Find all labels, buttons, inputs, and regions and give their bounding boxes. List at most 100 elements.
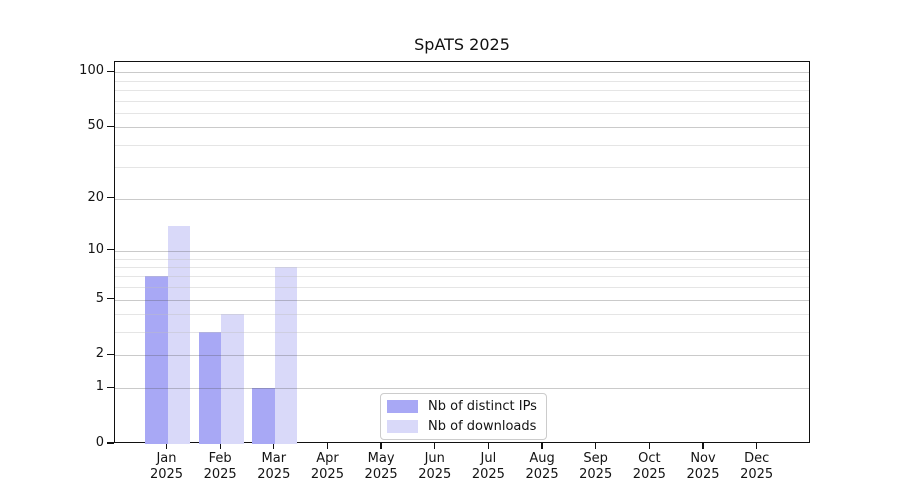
x-axis-tick-label-mar: Mar 2025 — [242, 451, 306, 483]
legend-item-downloads: Nb of downloads — [387, 418, 538, 437]
x-axis-tick-label-jul: Jul 2025 — [456, 451, 520, 483]
major-gridline — [115, 388, 809, 390]
x-axis-tick — [648, 443, 650, 449]
minor-gridline — [115, 314, 809, 316]
x-tick-label-line: 2025 — [740, 467, 774, 482]
x-tick-label-line: Jan — [156, 451, 177, 466]
y-axis-tick — [107, 442, 114, 444]
major-gridline — [115, 127, 809, 129]
x-axis-tick — [756, 443, 758, 449]
x-axis-tick-label-feb: Feb 2025 — [188, 451, 252, 483]
major-gridline — [115, 250, 809, 252]
minor-gridline — [115, 266, 809, 268]
y-axis-tick — [107, 70, 114, 72]
x-tick-label-line: Jun — [424, 451, 445, 466]
legend-label-distinct-ips: Nb of distinct IPs — [428, 398, 537, 414]
x-tick-label-line: 2025 — [364, 467, 398, 482]
x-tick-label-line: 2025 — [257, 467, 291, 482]
x-axis-tick — [273, 443, 275, 449]
x-tick-label-line: 2025 — [525, 467, 559, 482]
x-axis-tick-label-jan: Jan 2025 — [135, 451, 199, 483]
x-tick-label-line: 2025 — [418, 467, 452, 482]
x-tick-label-line: 2025 — [149, 467, 184, 482]
x-tick-label-line: Nov — [690, 451, 716, 466]
x-axis-tick-label-jun: Jun 2025 — [403, 451, 467, 483]
major-gridline — [115, 355, 809, 357]
legend-swatch-downloads — [387, 420, 418, 434]
minor-gridline — [115, 276, 809, 278]
bar-nb-of-distinct-ips-mar — [252, 388, 275, 444]
x-tick-label-line: 2025 — [471, 467, 505, 482]
x-tick-label-line: 2025 — [632, 467, 666, 482]
x-tick-label-line: 2025 — [579, 467, 613, 482]
major-gridline — [115, 198, 809, 200]
bars-layer — [115, 62, 809, 444]
x-tick-label-line: Dec — [744, 451, 770, 466]
x-tick-label-line: Jul — [480, 451, 497, 466]
x-tick-label-line: 2025 — [203, 467, 237, 482]
y-axis-tick — [107, 249, 114, 251]
x-axis-tick-label-aug: Aug 2025 — [510, 451, 574, 483]
minor-gridline — [115, 112, 809, 114]
x-axis-tick — [487, 443, 490, 449]
x-axis-tick — [326, 443, 329, 449]
bar-nb-of-downloads-feb — [221, 314, 244, 444]
y-axis-tick-label: 0 — [95, 435, 104, 450]
bar-nb-of-downloads-mar — [274, 266, 298, 444]
minor-gridline — [115, 144, 809, 146]
x-tick-label-line: 2025 — [686, 467, 720, 482]
y-axis-tick-label: 100 — [79, 63, 104, 79]
gridlines-layer — [115, 62, 809, 442]
x-tick-label-line: Sep — [583, 451, 608, 466]
y-axis-tick — [107, 298, 114, 300]
y-axis-tick-label: 2 — [95, 346, 104, 362]
y-axis-tick-label: 1 — [95, 379, 104, 395]
x-axis-tick — [434, 443, 436, 449]
y-axis-tick-label: 50 — [87, 118, 104, 134]
x-tick-label-line: Aug — [529, 451, 555, 466]
legend-swatch-distinct-ips — [387, 399, 418, 413]
x-axis-tick-label-may: May 2025 — [349, 451, 413, 483]
minor-gridline — [115, 89, 809, 91]
legend-item-distinct-ips: Nb of distinct IPs — [387, 397, 538, 416]
plot-area: Nb of distinct IPs Nb of downloads — [114, 61, 810, 444]
y-axis-tick — [107, 197, 114, 199]
minor-gridline — [115, 167, 809, 169]
x-axis-tick — [165, 443, 168, 449]
y-axis-tick — [107, 353, 114, 356]
chart-title: SpATS 2025 — [414, 35, 510, 54]
y-axis-tick-label: 5 — [95, 290, 104, 306]
x-tick-label-line: Mar — [261, 451, 287, 466]
minor-gridline — [115, 287, 809, 289]
x-tick-label-line: Apr — [316, 451, 339, 466]
bar-nb-of-downloads-jan — [167, 225, 190, 444]
x-axis-tick-label-oct: Oct 2025 — [617, 451, 681, 483]
y-axis-tick-label: 20 — [87, 189, 104, 205]
bar-nb-of-distinct-ips-jan — [145, 276, 168, 444]
minor-gridline — [115, 80, 809, 82]
major-gridline — [115, 299, 809, 301]
minor-gridline — [115, 258, 809, 260]
x-tick-label-line: Oct — [638, 451, 661, 466]
x-axis-tick-label-dec: Dec 2025 — [725, 451, 789, 483]
minor-gridline — [115, 332, 809, 334]
x-axis-tick-label-apr: Apr 2025 — [295, 451, 359, 483]
x-axis-tick-label-nov: Nov 2025 — [671, 451, 735, 483]
minor-gridline — [115, 100, 809, 102]
x-axis-tick — [541, 443, 543, 449]
x-axis-tick — [702, 443, 704, 449]
y-axis-tick — [107, 125, 114, 127]
legend: Nb of distinct IPs Nb of downloads — [380, 393, 547, 440]
x-tick-label-line: May — [367, 451, 395, 466]
x-axis-tick — [595, 443, 597, 449]
major-gridline — [115, 72, 809, 74]
bar-nb-of-distinct-ips-feb — [198, 332, 222, 444]
x-axis-tick — [219, 443, 221, 449]
x-axis-tick-label-sep: Sep 2025 — [564, 451, 628, 483]
legend-label-downloads: Nb of downloads — [428, 419, 537, 435]
x-tick-label-line: 2025 — [310, 467, 344, 482]
x-axis-tick — [380, 443, 382, 449]
y-axis-tick — [107, 386, 114, 388]
y-axis-tick-label: 10 — [87, 241, 104, 257]
